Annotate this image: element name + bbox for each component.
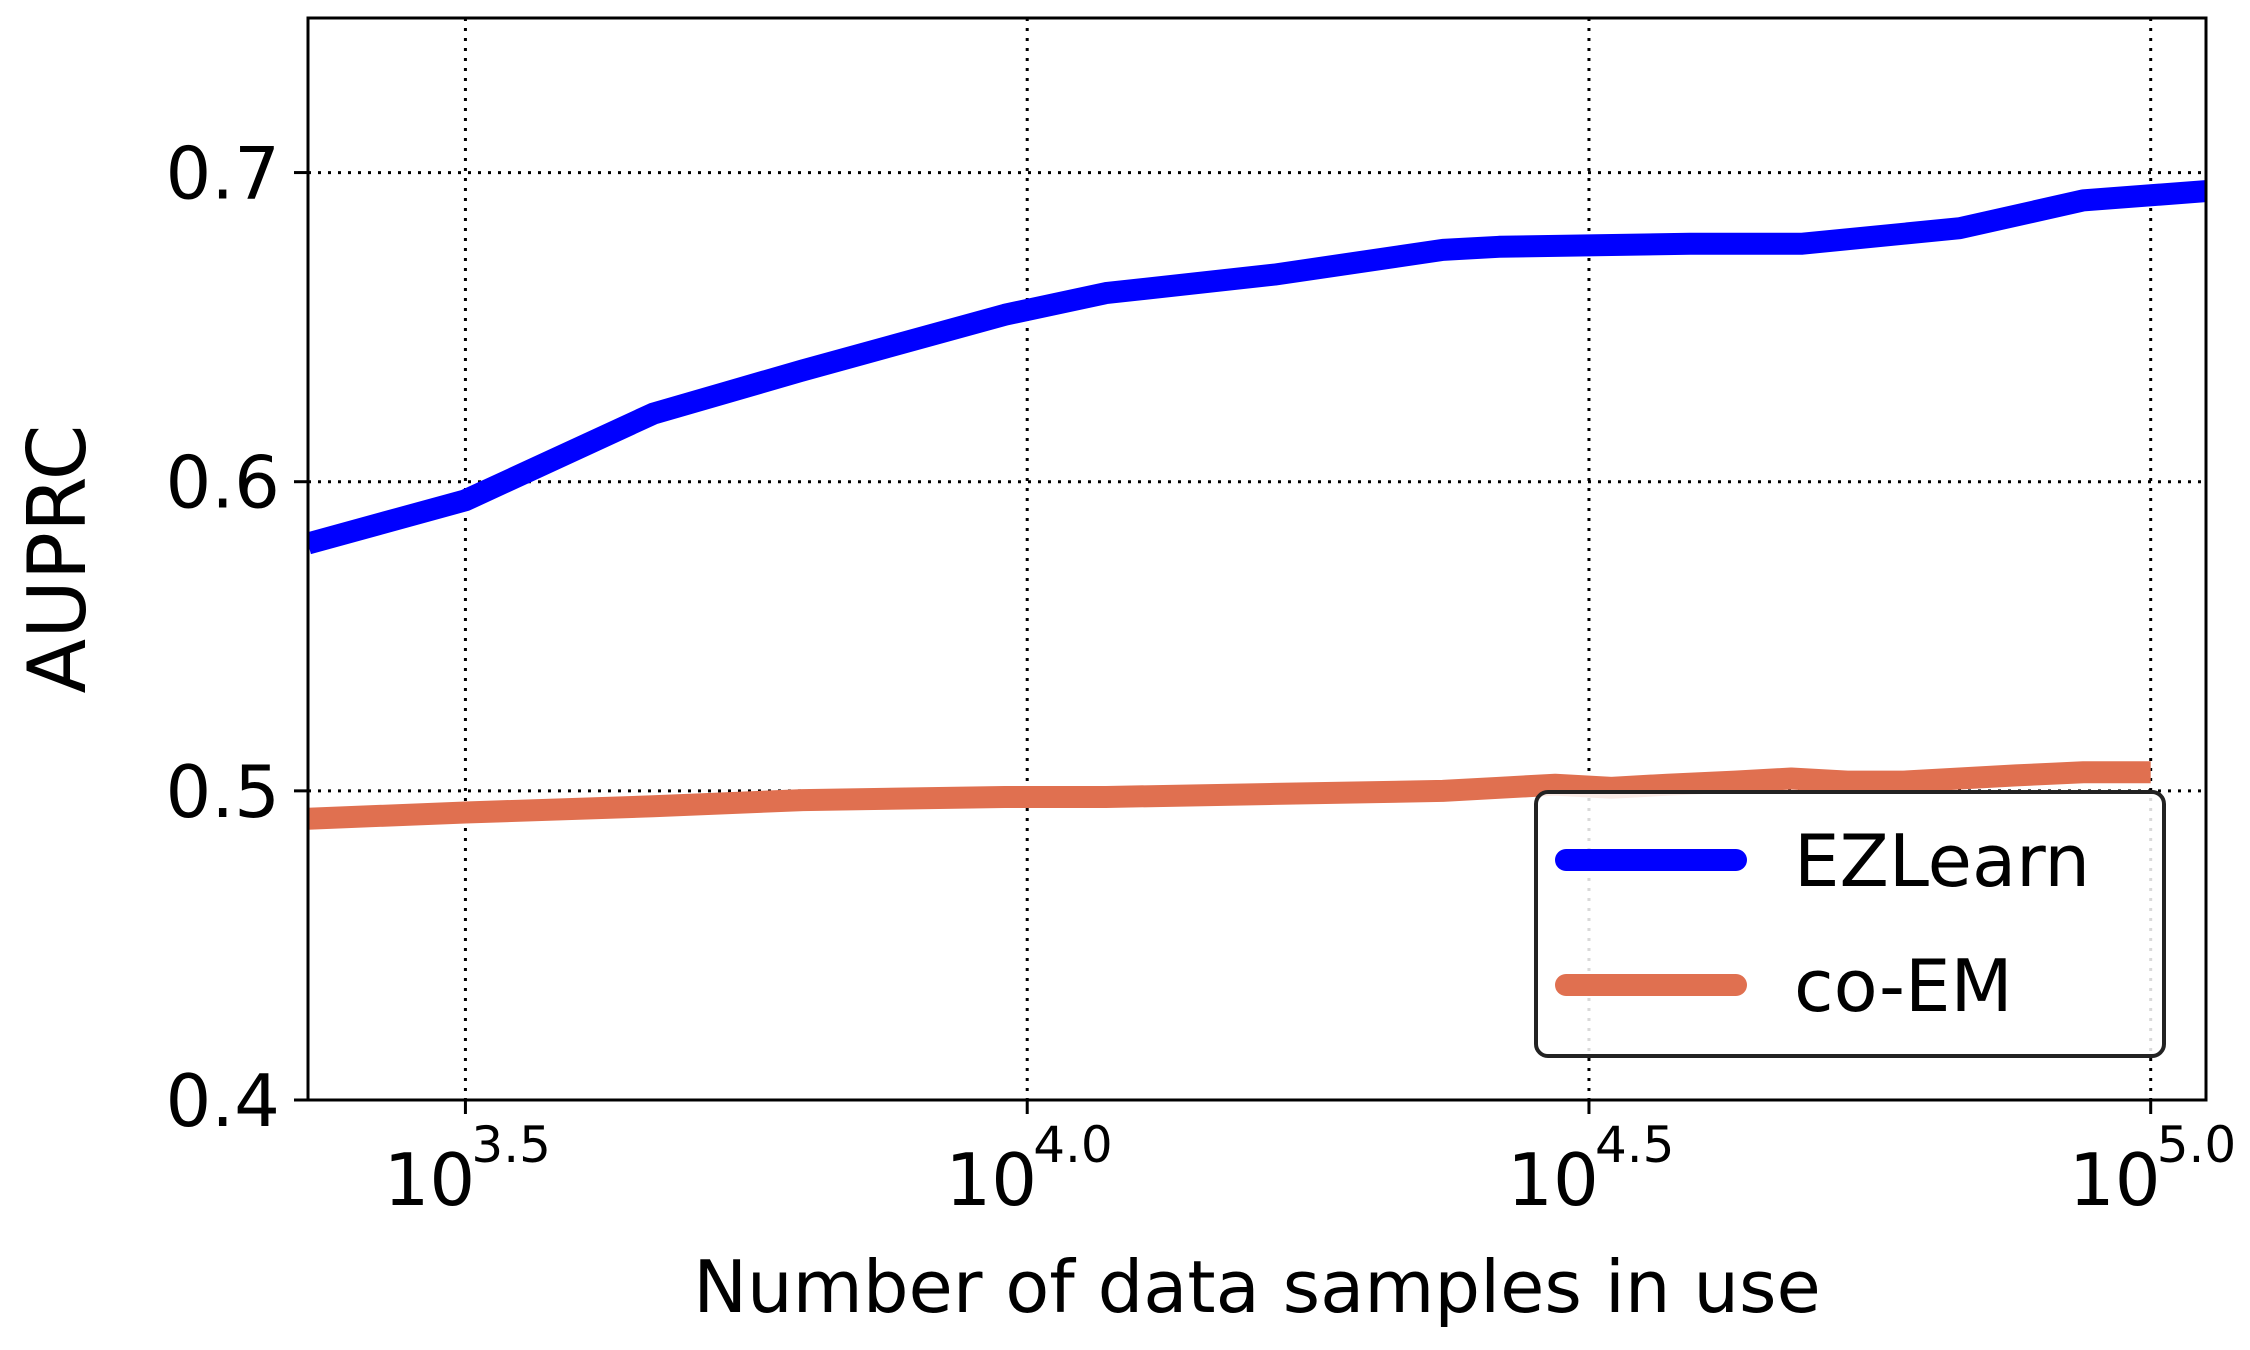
plot-frame xyxy=(306,16,2208,1102)
x-axis-label: Number of data samples in use xyxy=(693,1245,1821,1329)
y-tick-label: 0.5 xyxy=(165,750,280,834)
x-tick-label: 10 xyxy=(1507,1138,1599,1222)
series-line-co-em xyxy=(308,761,2151,830)
x-tick-label: 10 xyxy=(2069,1138,2161,1222)
y-axis-ticks: 0.4 0.5 0.6 0.7 xyxy=(165,132,308,1143)
x-tick-exponent: 4.0 xyxy=(1033,1116,1113,1174)
legend-label: EZLearn xyxy=(1794,819,2090,903)
legend-label: co-EM xyxy=(1794,944,2013,1028)
y-axis-label: AUPRC xyxy=(11,425,104,694)
x-tick-exponent: 3.5 xyxy=(471,1116,551,1174)
series-line-ezlearn xyxy=(308,180,2206,555)
y-tick-label: 0.6 xyxy=(165,441,280,525)
y-tick-label: 0.7 xyxy=(165,132,280,216)
x-tick-label: 10 xyxy=(384,1138,476,1222)
legend: EZLearn co-EM xyxy=(1534,790,2166,1058)
x-tick-label: 10 xyxy=(945,1138,1037,1222)
y-tick-label: 0.4 xyxy=(165,1059,280,1143)
x-axis-ticks: 103.5 104.0 104.5 105.0 xyxy=(384,1100,2237,1222)
x-tick-exponent: 5.0 xyxy=(2157,1116,2237,1174)
x-tick-exponent: 4.5 xyxy=(1595,1116,1675,1174)
series-lines xyxy=(308,180,2206,830)
